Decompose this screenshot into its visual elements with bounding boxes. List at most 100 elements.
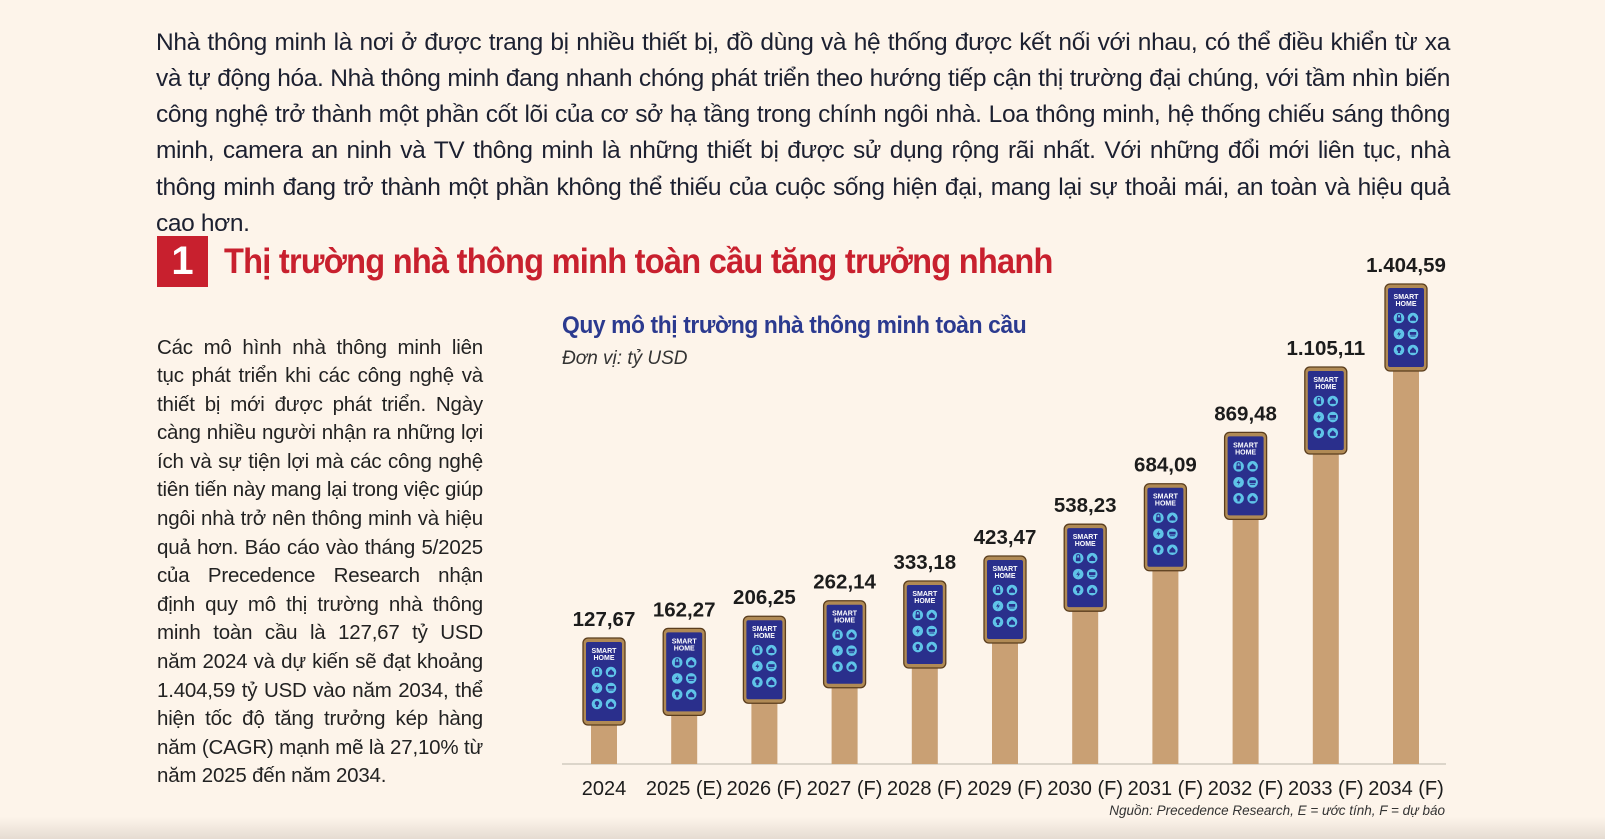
home-icon — [766, 644, 777, 656]
category-label: 2025 (E) — [646, 778, 723, 800]
air-conditioner-icon — [1407, 328, 1419, 340]
home-icon — [926, 609, 938, 621]
lightning-icon — [671, 673, 683, 684]
lock-icon — [591, 666, 603, 678]
category-label: 2024 — [582, 778, 627, 800]
phone-label-home: HOME — [594, 655, 615, 662]
home-icon — [685, 657, 697, 668]
phone-label-home: HOME — [1075, 541, 1096, 548]
bar — [751, 697, 778, 764]
lightning-icon — [1313, 411, 1325, 423]
lightning-icon — [992, 600, 1004, 612]
house-icon — [1006, 616, 1018, 628]
phone-label-smart: SMART — [993, 566, 1019, 573]
air-conditioner-icon — [1247, 477, 1258, 488]
phone-label-home: HOME — [834, 618, 855, 625]
home-icon — [1167, 512, 1178, 524]
phone-label-smart: SMART — [752, 626, 778, 633]
bulb-icon — [1072, 584, 1084, 596]
chart-title: Quy mô thị trường nhà thông minh toàn cầ… — [562, 312, 1027, 339]
bar — [1312, 448, 1339, 764]
lightning-icon — [1393, 328, 1405, 340]
value-label: 1.105,11 — [1286, 337, 1365, 360]
value-label: 538,23 — [1054, 494, 1117, 517]
lock-icon — [752, 644, 763, 656]
air-conditioner-icon — [1167, 528, 1178, 540]
chart-unit: Đơn vị: tỷ USD — [562, 348, 688, 369]
value-label: 206,25 — [733, 586, 796, 609]
lock-icon — [1233, 461, 1244, 472]
category-label: 2032 (F) — [1208, 778, 1284, 800]
value-label: 684,09 — [1134, 454, 1197, 477]
air-conditioner-icon — [1327, 411, 1339, 423]
lightning-icon — [1072, 568, 1084, 580]
bulb-icon — [1313, 427, 1325, 439]
phone-label-smart: SMART — [912, 591, 938, 598]
air-conditioner-icon — [1086, 568, 1098, 580]
phone-label-smart: SMART — [1073, 534, 1099, 541]
phone-label-home: HOME — [674, 645, 695, 652]
value-label: 333,18 — [893, 551, 956, 574]
home-icon — [846, 629, 857, 641]
bulb-icon — [832, 661, 843, 673]
air-conditioner-icon — [1006, 600, 1018, 612]
value-label: 127,67 — [573, 608, 636, 631]
house-icon — [1407, 344, 1419, 356]
phone-label-smart: SMART — [1394, 294, 1420, 301]
home-icon — [1247, 461, 1258, 472]
category-label: 2029 (F) — [967, 778, 1043, 800]
bulb-icon — [1153, 544, 1164, 556]
phone-label-home: HOME — [1396, 301, 1417, 308]
lightning-icon — [1153, 528, 1164, 540]
category-label: 2028 (F) — [887, 778, 963, 800]
home-icon — [1327, 395, 1339, 407]
phone-label-home: HOME — [1235, 449, 1256, 456]
air-conditioner-icon — [605, 682, 617, 694]
air-conditioner-icon — [685, 673, 697, 684]
value-label: 1.404,59 — [1366, 254, 1446, 277]
category-label: 2027 (F) — [807, 778, 883, 800]
house-icon — [1086, 584, 1098, 596]
bar — [992, 636, 1018, 764]
bar — [831, 681, 858, 764]
lock-icon — [1153, 512, 1164, 524]
chart-source-note: Nguồn: Precedence Research, E = ước tính… — [1109, 803, 1445, 818]
lock-icon — [832, 629, 843, 641]
section-title: Thị trường nhà thông minh toàn cầu tăng … — [224, 242, 1053, 281]
lock-icon — [912, 609, 924, 621]
home-icon — [605, 666, 617, 678]
house-icon — [1167, 544, 1178, 556]
category-label: 2031 (F) — [1128, 778, 1204, 800]
bottom-shade — [0, 817, 1605, 839]
bar — [671, 709, 698, 764]
lock-icon — [992, 584, 1004, 596]
phone-label-home: HOME — [914, 598, 935, 605]
section-number-badge: 1 — [157, 236, 208, 287]
house-icon — [605, 698, 617, 710]
air-conditioner-icon — [846, 645, 857, 657]
lightning-icon — [752, 660, 763, 672]
bar — [911, 662, 938, 764]
bar — [1393, 365, 1419, 764]
lock-icon — [1313, 395, 1325, 407]
bar — [1232, 513, 1259, 764]
phone-label-home: HOME — [1315, 384, 1336, 391]
bar — [1072, 605, 1099, 764]
category-label: 2034 (F) — [1368, 778, 1444, 800]
bulb-icon — [671, 689, 683, 700]
lightning-icon — [591, 682, 603, 694]
house-icon — [846, 661, 857, 673]
bulb-icon — [992, 616, 1004, 628]
